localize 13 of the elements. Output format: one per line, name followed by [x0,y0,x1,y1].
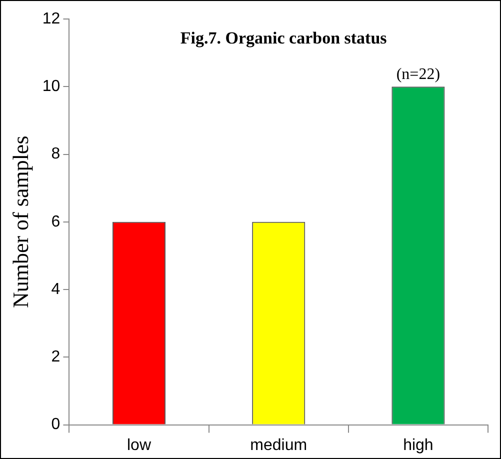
y-tick-label: 2 [51,348,60,366]
y-tick-label: 4 [51,280,60,298]
text: Fig.7. Organic carbon status [180,28,388,48]
y-tick-label: 12 [42,10,60,28]
y-tick-label: 0 [51,416,60,434]
x-tick-label: medium [250,436,308,454]
x-tick-label: high [403,436,434,454]
y-tick-label: 8 [51,146,60,163]
x-tick-label: low [126,436,152,454]
annotation: (n=22) [396,66,440,83]
y-tick-label: 6 [51,213,60,230]
y-tick-label: 10 [42,78,60,96]
y-axis-title: Number of samples [8,136,33,308]
